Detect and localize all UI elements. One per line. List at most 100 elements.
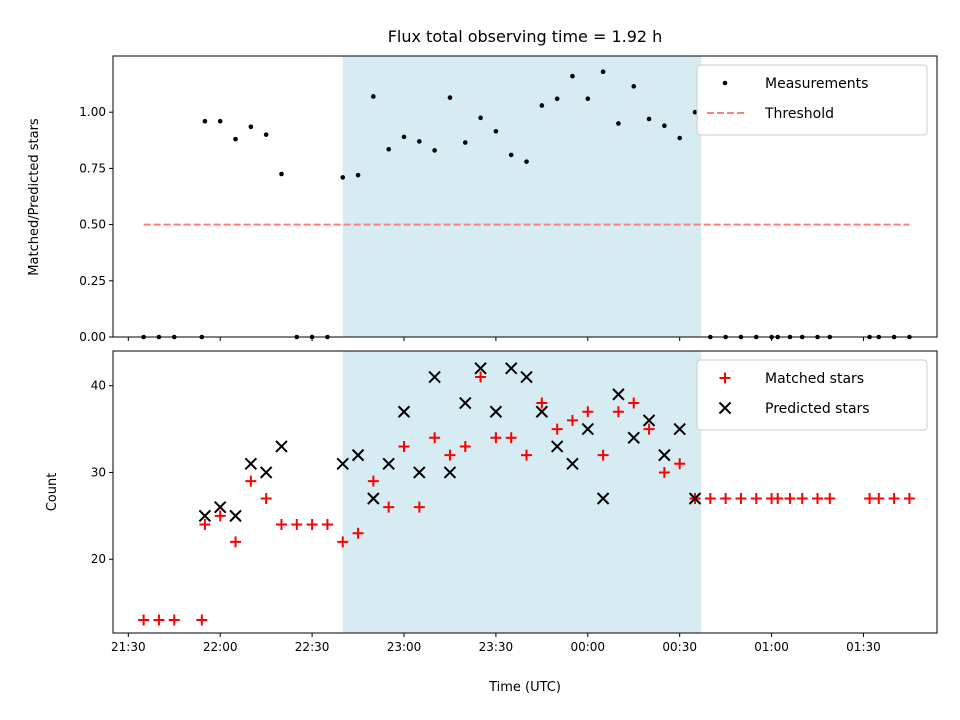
top-dot-point <box>554 96 560 102</box>
bottom-x-point <box>459 396 472 410</box>
bottom-plus-point <box>643 423 655 435</box>
bottom-x-point <box>198 509 212 523</box>
bottom-shaded-region <box>342 351 702 633</box>
top-dot-point <box>692 109 698 115</box>
bottom-plus-point <box>444 449 456 461</box>
bottom-legend-marker <box>718 401 732 415</box>
bottom-x-point <box>581 422 595 436</box>
bottom-plus-point <box>628 397 640 409</box>
bottom-plus-point <box>536 397 548 409</box>
bottom-x-tick-label: 00:00 <box>570 640 605 654</box>
bottom-y-tick-label: 40 <box>91 379 106 393</box>
bottom-plus-point <box>245 475 257 487</box>
top-y-tick-label: 0.50 <box>79 218 106 232</box>
top-y-tick-label: 0.25 <box>79 274 106 288</box>
bottom-x-point <box>367 492 380 505</box>
top-dot-point <box>355 172 361 178</box>
bottom-plus-point <box>337 536 349 548</box>
top-dot-point <box>662 123 667 128</box>
bottom-legend-label: Matched stars <box>765 371 864 387</box>
bottom-plus-point <box>704 493 716 505</box>
bottom-x-point <box>550 440 564 453</box>
top-legend-label: Threshold <box>764 106 834 122</box>
bottom-x-tick-label: 22:30 <box>295 640 330 654</box>
bottom-plus-point <box>138 614 150 626</box>
top-dot-point <box>233 136 238 142</box>
bottom-y-tick-label: 20 <box>91 552 106 566</box>
bottom-panel: 20 30 40 21:30 22:00 22:30 23:00 23:30 00:00 00:3… <box>91 350 938 654</box>
bottom-plus-point <box>551 423 563 435</box>
top-dot-point <box>263 132 269 137</box>
top-axes-frame <box>112 55 938 338</box>
bottom-plus-point <box>490 432 502 444</box>
bottom-y-axis-label: Count <box>45 473 60 512</box>
top-dot-point <box>248 124 254 130</box>
bottom-plus-point <box>306 519 318 531</box>
top-dot-point <box>217 118 223 124</box>
bottom-plus-point <box>873 493 885 505</box>
bottom-plus-point <box>429 432 441 444</box>
bottom-x-point <box>229 509 242 523</box>
top-dot-point <box>279 171 284 177</box>
bottom-x-tick-label: 23:30 <box>479 640 514 654</box>
bottom-plus-point <box>196 614 208 626</box>
bottom-x-point <box>428 370 441 384</box>
top-dot-point <box>539 103 545 108</box>
bottom-x-point <box>688 492 702 505</box>
bottom-x-point <box>382 457 395 471</box>
top-dot-point <box>386 146 391 152</box>
bottom-x-point <box>520 370 533 384</box>
bottom-x-point <box>244 457 258 471</box>
bottom-plus-point <box>612 406 624 418</box>
x-axis-label: Time (UTC) <box>488 680 561 695</box>
top-dot-point <box>462 140 468 145</box>
bottom-plus-point <box>720 493 732 505</box>
bottom-x-tick-label: 01:30 <box>846 640 881 654</box>
top-dot-point <box>493 129 499 134</box>
bottom-plus-point <box>597 449 609 461</box>
bottom-plus-point <box>214 510 226 522</box>
bottom-legend-label: Predicted stars <box>765 401 870 417</box>
bottom-legend: Matched stars Predicted stars <box>696 359 928 431</box>
bottom-x-point <box>612 388 625 401</box>
bottom-plus-point <box>812 493 824 505</box>
bottom-plus-point <box>735 493 747 505</box>
top-y-axis-label: Matched/Predicted stars <box>27 118 42 276</box>
bottom-plus-point <box>352 527 364 539</box>
bottom-plus-point <box>521 449 533 461</box>
top-dot-point <box>478 115 483 121</box>
top-dot-point <box>340 175 346 180</box>
bottom-plus-point <box>398 440 410 452</box>
bottom-x-point <box>596 492 610 505</box>
bottom-x-point <box>214 500 227 514</box>
bottom-x-tick-label: 01:00 <box>754 640 789 654</box>
top-y-tick-label: 0.00 <box>79 330 106 344</box>
chart-title: Flux total observing time = 1.92 h <box>388 27 663 46</box>
top-dot-point <box>202 118 208 124</box>
bottom-plus-point <box>772 493 784 505</box>
top-dot-point <box>585 96 591 102</box>
bottom-x-tick-label: 23:00 <box>387 640 422 654</box>
bottom-x-point <box>535 405 549 418</box>
bottom-x-point <box>474 362 487 375</box>
bottom-plus-point <box>888 493 900 505</box>
top-shaded-region <box>342 56 702 337</box>
bottom-plus-point <box>367 475 379 487</box>
bottom-x-point <box>351 448 365 462</box>
bottom-plus-point <box>505 432 517 444</box>
bottom-x-point <box>673 422 686 436</box>
bottom-x-point <box>397 405 411 418</box>
bottom-x-point <box>642 414 656 427</box>
top-dot-point <box>432 148 437 153</box>
bottom-x-point <box>443 466 457 479</box>
bottom-plus-point <box>459 440 471 452</box>
top-dot-point <box>616 121 621 126</box>
bottom-plus-point <box>903 493 915 505</box>
bottom-x-point <box>566 457 579 471</box>
bottom-plus-point <box>864 493 876 505</box>
bottom-x-point <box>658 448 671 462</box>
bottom-plus-point <box>674 458 686 470</box>
top-legend-box <box>696 64 928 136</box>
top-dot-point <box>508 152 514 158</box>
